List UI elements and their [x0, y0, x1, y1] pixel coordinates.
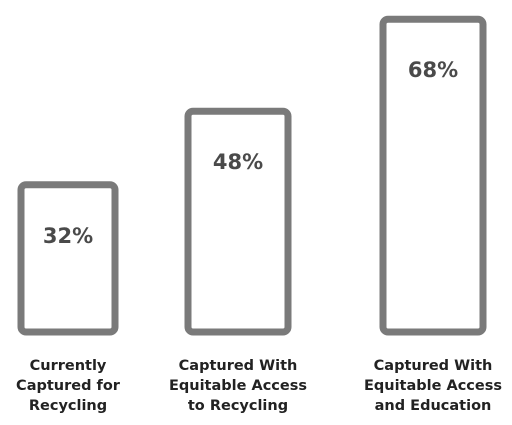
category-label-equitable-access-education: Captured With Equitable Access and Educa… — [363, 358, 503, 414]
value-label-equitable-access-education: 68% — [408, 58, 458, 82]
category-label-equitable-access: Captured With Equitable Access to Recycl… — [168, 358, 308, 414]
category-label-currently-captured: Currently Captured for Recycling — [16, 358, 120, 414]
bar-equitable-access-education — [379, 15, 487, 336]
bar-equitable-access — [184, 107, 292, 336]
bar-currently-captured — [17, 181, 119, 336]
value-label-currently-captured: 32% — [43, 224, 93, 248]
value-label-equitable-access: 48% — [213, 150, 263, 174]
